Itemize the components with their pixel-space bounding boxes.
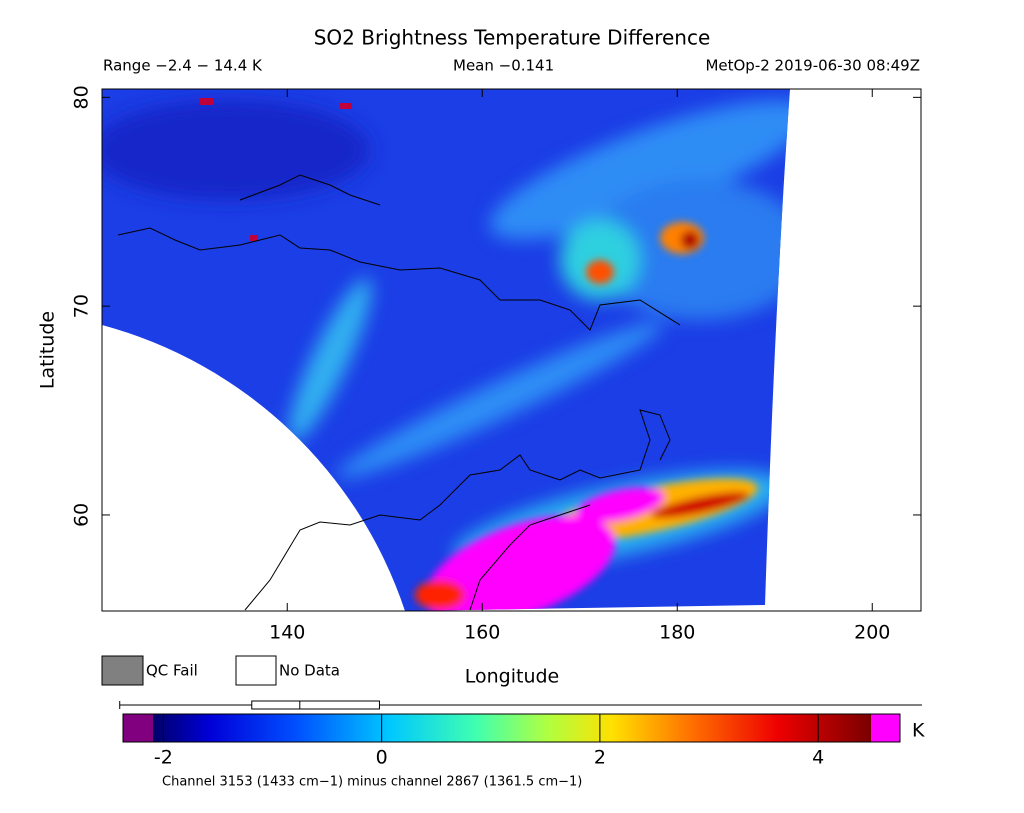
colorbar-tick-label: -2 bbox=[154, 747, 173, 769]
y-axis-label: Latitude bbox=[37, 311, 59, 389]
map-frame bbox=[101, 88, 922, 612]
x-tick-label: 200 bbox=[854, 622, 890, 644]
under-color bbox=[123, 714, 153, 742]
boxplot-box bbox=[251, 700, 380, 710]
colorbar-frame bbox=[122, 713, 901, 743]
legend-label: No Data bbox=[279, 662, 340, 680]
x-tick-label: 160 bbox=[464, 622, 500, 644]
colorbar-tick-label: 2 bbox=[594, 747, 606, 769]
x-tick-label: 180 bbox=[659, 622, 695, 644]
instrument: MetOp-2 2019-06-30 08:49Z bbox=[705, 57, 920, 75]
colorbar-tick-label: 4 bbox=[812, 747, 824, 769]
colorbar-unit: K bbox=[912, 720, 925, 742]
mean: Mean −0.141 bbox=[453, 57, 554, 75]
legend-swatch bbox=[101, 655, 144, 686]
title: SO2 Brightness Temperature Difference bbox=[314, 26, 711, 50]
raster bbox=[102, 89, 790, 611]
range: Range −2.4 − 14.4 K bbox=[103, 57, 263, 75]
colorbar-tick-label: 0 bbox=[376, 747, 388, 769]
over-color bbox=[871, 714, 900, 742]
coastlines bbox=[117, 174, 681, 611]
y-tick-label: 60 bbox=[71, 503, 93, 527]
footnote: Channel 3153 (1433 cm−1) minus channel 2… bbox=[162, 775, 582, 790]
colorbar-gradient bbox=[153, 714, 871, 742]
legend-swatch bbox=[235, 655, 277, 686]
y-tick-label: 80 bbox=[71, 85, 93, 109]
y-tick-label: 70 bbox=[71, 294, 93, 318]
legend-label: QC Fail bbox=[146, 662, 198, 680]
x-tick-label: 140 bbox=[269, 622, 305, 644]
x-axis-label: Longitude bbox=[465, 666, 560, 688]
